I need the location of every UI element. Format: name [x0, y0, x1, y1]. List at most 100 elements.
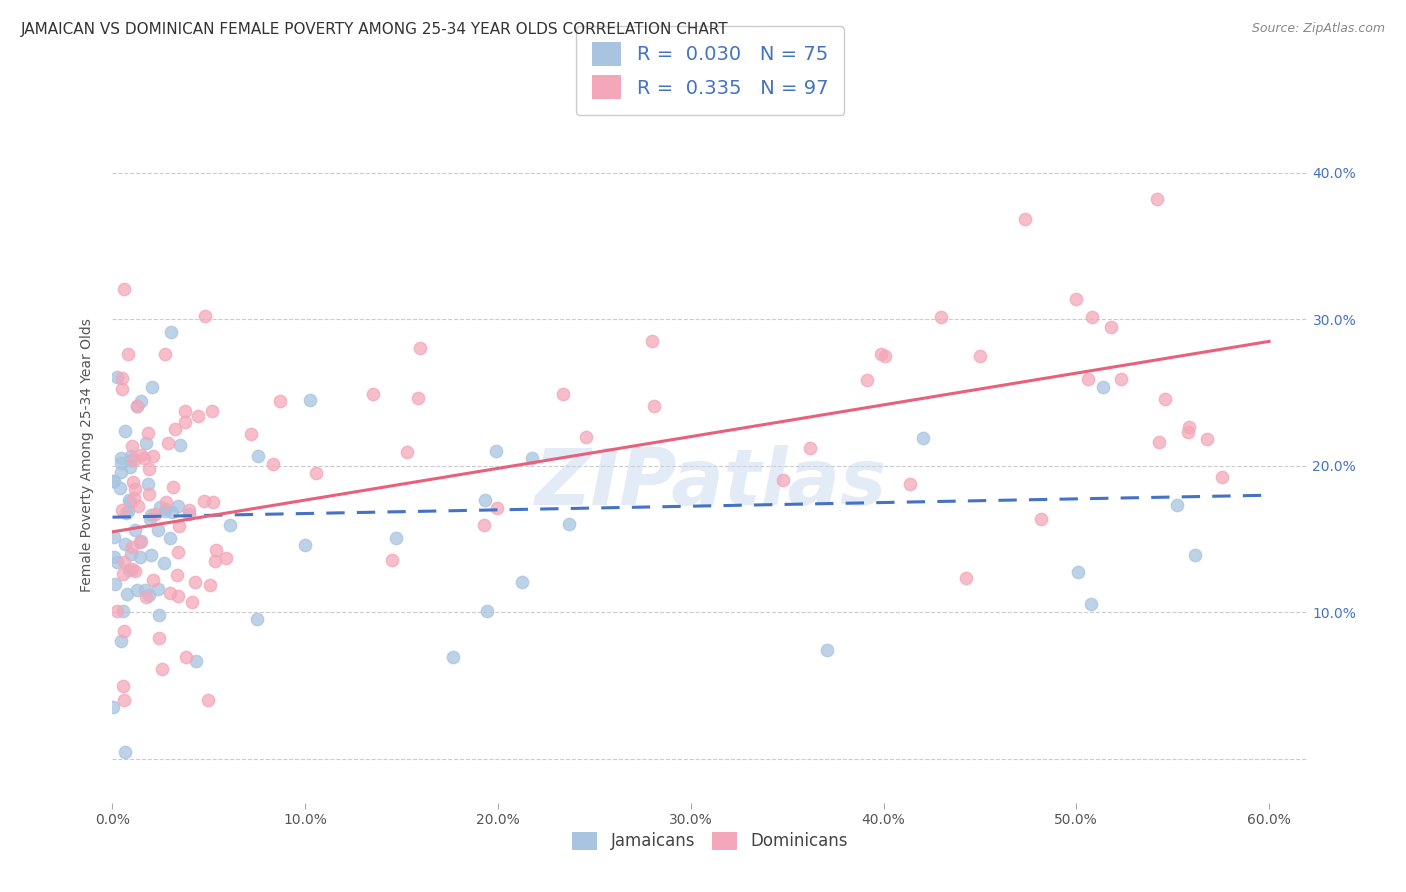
Point — [197, 693, 219, 707]
Point — [298, 393, 321, 408]
Point — [117, 504, 139, 518]
Point — [214, 550, 236, 565]
Point — [159, 586, 181, 600]
Point — [246, 612, 269, 626]
Point — [198, 578, 221, 592]
Point — [1091, 380, 1114, 394]
Point — [474, 492, 496, 507]
Point — [120, 459, 142, 474]
Point — [239, 427, 262, 442]
Point — [174, 415, 197, 429]
Point — [120, 547, 142, 561]
Point — [443, 650, 465, 665]
Point — [111, 370, 134, 384]
Point — [124, 564, 146, 578]
Point — [1177, 425, 1199, 439]
Point — [112, 693, 135, 707]
Point — [112, 555, 135, 569]
Point — [406, 391, 429, 405]
Point — [1064, 292, 1087, 306]
Point — [167, 519, 190, 533]
Point — [174, 649, 197, 664]
Point — [138, 462, 160, 476]
Y-axis label: Female Poverty Among 25-34 Year Olds: Female Poverty Among 25-34 Year Olds — [80, 318, 94, 592]
Point — [110, 634, 132, 648]
Point — [155, 495, 177, 509]
Point — [641, 334, 664, 348]
Point — [167, 589, 190, 603]
Point — [111, 502, 134, 516]
Point — [148, 582, 170, 596]
Point — [114, 745, 136, 759]
Legend: Jamaicans, Dominicans: Jamaicans, Dominicans — [565, 825, 855, 857]
Point — [103, 549, 125, 564]
Point — [361, 387, 384, 401]
Point — [120, 449, 142, 463]
Point — [305, 466, 328, 480]
Point — [141, 380, 163, 394]
Text: JAMAICAN VS DOMINICAN FEMALE POVERTY AMONG 25-34 YEAR OLDS CORRELATION CHART: JAMAICAN VS DOMINICAN FEMALE POVERTY AMO… — [21, 22, 728, 37]
Point — [181, 595, 204, 609]
Point — [183, 574, 205, 589]
Point — [204, 553, 226, 567]
Point — [139, 548, 162, 562]
Point — [929, 310, 952, 325]
Point — [160, 325, 183, 339]
Point — [1111, 372, 1133, 386]
Point — [510, 575, 533, 590]
Point — [105, 370, 128, 384]
Point — [142, 450, 165, 464]
Point — [153, 504, 176, 518]
Point — [153, 346, 176, 360]
Point — [112, 604, 135, 618]
Point — [104, 576, 127, 591]
Point — [138, 512, 160, 526]
Point — [111, 567, 134, 582]
Point — [136, 426, 159, 441]
Point — [385, 531, 408, 545]
Point — [105, 555, 128, 569]
Point — [118, 563, 141, 577]
Point — [160, 505, 183, 519]
Point — [1153, 392, 1175, 407]
Point — [1080, 597, 1102, 611]
Point — [159, 532, 181, 546]
Point — [115, 506, 138, 520]
Point — [162, 480, 184, 494]
Point — [1031, 512, 1053, 526]
Point — [1211, 470, 1233, 484]
Point — [294, 538, 316, 552]
Point — [139, 508, 162, 522]
Point — [135, 590, 157, 604]
Point — [1081, 310, 1104, 324]
Point — [772, 473, 794, 487]
Point — [112, 282, 135, 296]
Point — [122, 453, 145, 467]
Point — [1184, 548, 1206, 562]
Point — [1014, 211, 1036, 226]
Point — [150, 662, 173, 676]
Point — [167, 545, 190, 559]
Point — [149, 500, 172, 514]
Point — [1099, 320, 1122, 334]
Point — [138, 588, 160, 602]
Point — [205, 543, 228, 558]
Point — [132, 451, 155, 466]
Point — [1146, 192, 1168, 206]
Point — [219, 517, 242, 532]
Point — [558, 517, 581, 532]
Point — [381, 553, 404, 567]
Point — [799, 441, 821, 455]
Point — [103, 474, 125, 488]
Point — [127, 400, 149, 414]
Point — [134, 583, 156, 598]
Point — [103, 474, 125, 488]
Point — [1077, 372, 1099, 386]
Point — [955, 571, 977, 585]
Point — [146, 524, 169, 538]
Point — [114, 424, 136, 438]
Point — [114, 537, 136, 551]
Point — [121, 438, 143, 452]
Text: ZIPatlas: ZIPatlas — [534, 445, 886, 521]
Point — [111, 679, 134, 693]
